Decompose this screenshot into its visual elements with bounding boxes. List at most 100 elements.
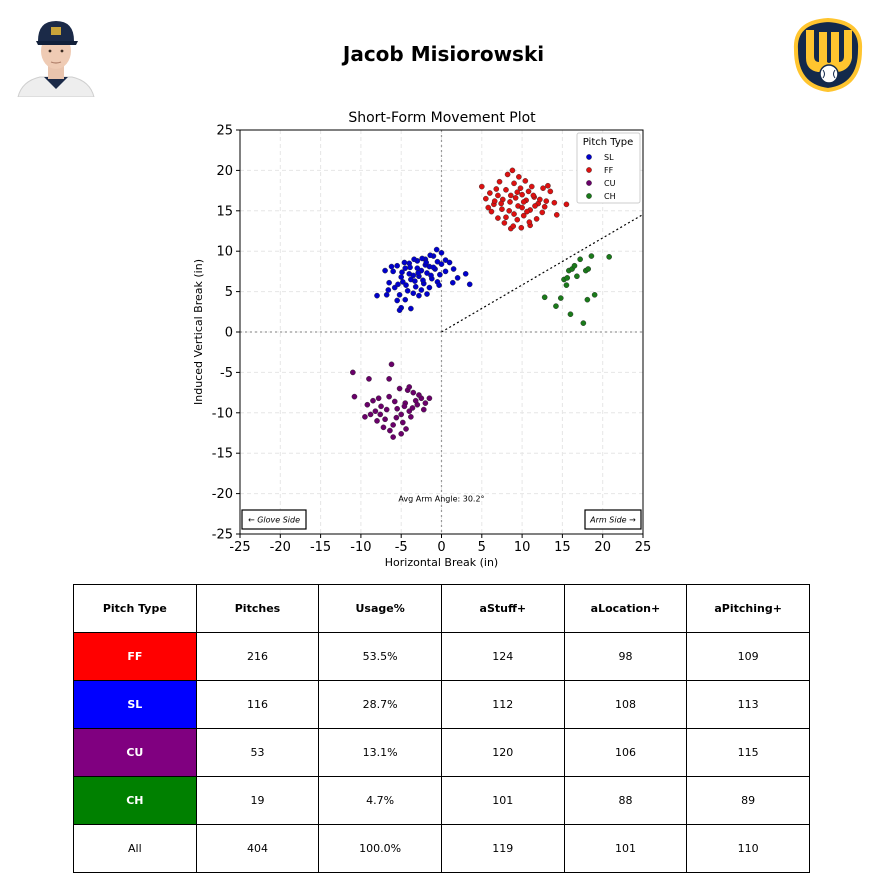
pitch-point-ff [545,182,551,189]
pitch-point-ff [512,195,519,201]
arm-side-box: Arm Side → [584,509,642,530]
pitch-point-cu [351,393,358,400]
pitch-point-ff [493,186,500,192]
pitch-point-ff [520,212,527,219]
x-tick-label: -20 [270,540,291,555]
pitch-point-sl [406,271,413,277]
x-tick-label: -5 [395,540,408,555]
pitch-point-cu [370,397,376,404]
pitch-point-ff [520,199,527,205]
legend-marker-sl [586,154,592,160]
column-header: Usage% [318,584,442,633]
pitch-point-sl [401,259,408,266]
pitch-point-sl [438,261,445,267]
pitch-point-sl [438,250,445,256]
pitch-point-ch [606,254,612,260]
pitch-point-ff [488,208,495,215]
pitch-point-cu [386,393,392,400]
pitch-type-cell: CH [73,776,197,825]
y-axis-ticks: -25 -20 -15 -10 -5 0 5 10 15 20 25 [212,124,240,543]
pitch-point-ff [553,212,560,218]
player-headshot [14,15,98,97]
pitch-point-cu [390,434,396,440]
pitch-point-sl [390,268,396,275]
x-axis-label: Horizontal Break (in) [385,556,498,569]
table-header-row: Pitch Type Pitches Usage% aStuff+ aLocation+… [73,584,810,633]
y-tick-label: 5 [225,285,233,300]
pitch-point-cu [387,427,393,434]
pitch-stats-table: Pitch Type Pitches Usage% aStuff+ aLocation+… [73,584,810,873]
table-cell: 100.0% [318,824,442,873]
pitch-point-sl [419,255,425,262]
movement-plot: Short-Form Movement Plot -25 -20 -15 -10 -5 0… [192,110,651,569]
pitch-point-sl [427,252,434,259]
pitch-point-ff [516,174,522,180]
table-cell: 88 [563,776,688,825]
x-tick-label: 15 [554,540,571,555]
legend-label-ch: CH [604,192,616,201]
pitch-point-sl [450,266,457,272]
pitch-point-cu [350,369,356,376]
pitch-point-cu [394,405,400,412]
pitch-point-sl [412,283,419,290]
table-cell: 112 [440,680,565,729]
legend-marker-ff [586,167,592,173]
pitch-point-sl [388,263,395,270]
pitch-point-sl [424,291,430,297]
pitch-point-cu [398,411,404,418]
pitch-point-cu [367,411,374,418]
legend-label-cu: CU [604,179,616,188]
pitch-point-sl [449,279,456,286]
pitch-point-sl [466,281,473,288]
pitch-point-sl [434,258,441,265]
pitch-point-cu [398,431,404,437]
pitch-type-cell: FF [73,632,197,681]
pitch-type-cell: SL [73,680,197,729]
pitch-point-sl [418,287,425,293]
table-cell: 101 [563,824,688,873]
table-cell: 115 [686,728,810,777]
pitch-point-cu [372,408,379,414]
pitch-point-ff [511,211,517,217]
y-tick-label: 25 [216,124,233,139]
pitch-point-cu [382,416,388,423]
pitch-point-sl [416,292,422,299]
pitch-point-ff [532,203,538,209]
pitch-point-cu [380,424,387,431]
pitch-point-sl [404,287,411,294]
pitch-point-sl [407,264,413,271]
pitch-point-cu [406,384,413,390]
pitch-point-cu [403,426,409,432]
pitch-point-sl [430,264,437,271]
pitch-point-sl [382,267,388,274]
x-axis-ticks: -25 -20 -15 -10 -5 0 5 10 15 20 25 [229,534,651,555]
pitch-point-ff [528,183,535,190]
pitch-point-ff [510,223,517,229]
pitch-point-cu [366,376,372,382]
pitch-point-ff [540,185,546,191]
pitch-point-cu [410,389,417,396]
x-tick-label: -25 [229,540,250,555]
pitch-point-cu [422,400,429,406]
pitch-point-cu [375,395,382,402]
pitch-point-ff [501,220,508,226]
pitch-point-ch [585,266,591,272]
pitch-point-ff [543,198,550,204]
pitch-point-sl [462,271,469,277]
pitch-point-ff [563,201,570,208]
column-header: aPitching+ [686,584,810,633]
x-tick-label: -10 [350,540,371,555]
pitch-point-ff [519,204,525,211]
pitch-point-ff [499,206,505,212]
pitch-point-ch [584,296,591,303]
pitch-type-cell: All [73,824,197,873]
pitch-point-ff [507,199,513,205]
x-tick-label: 20 [594,540,611,555]
pitch-point-sl [398,274,404,280]
pitch-point-sl [396,292,403,298]
table-row: FF 216 53.5% 124 98 109 [73,632,810,681]
pitch-point-ch [574,273,580,280]
pitch-point-cu [400,419,406,426]
pitch-point-sl [454,275,461,281]
column-header: aStuff+ [440,584,565,633]
